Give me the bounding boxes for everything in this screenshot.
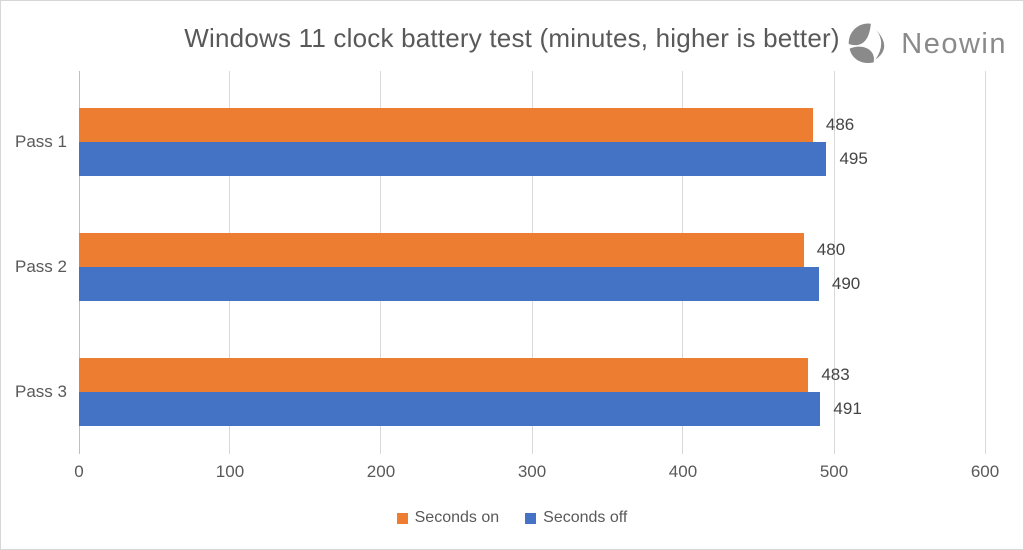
x-tick-label-0: 0 xyxy=(74,462,84,481)
y-axis-category-labels: Pass 1 Pass 2 Pass 3 xyxy=(1,71,67,454)
legend-label-seconds-on: Seconds on xyxy=(414,509,500,526)
data-label-pass-1-seconds-off: 495 xyxy=(839,149,868,168)
data-label-pass-3-seconds-on: 483 xyxy=(821,365,850,384)
bar-pass-2-seconds-off xyxy=(79,267,819,301)
data-label-pass-3-seconds-off: 491 xyxy=(833,399,862,418)
legend: Seconds on Seconds off xyxy=(1,509,1023,527)
x-tick-label-400: 400 xyxy=(668,462,698,481)
neowin-logo-icon xyxy=(849,23,885,64)
bar-pass-3-seconds-on xyxy=(79,358,809,392)
data-label-pass-2-seconds-off: 490 xyxy=(831,274,861,293)
data-label-pass-2-seconds-on: 480 xyxy=(816,240,846,259)
bar-pass-1-seconds-on xyxy=(79,108,813,142)
bar-pass-3-seconds-off xyxy=(79,392,821,426)
x-tick-label-600: 600 xyxy=(970,462,1000,481)
bar-pass-1-seconds-off xyxy=(79,142,827,176)
legend-label-seconds-off: Seconds off xyxy=(543,509,628,526)
neowin-logo-text: Neowin xyxy=(901,27,1007,60)
x-tick-label-500: 500 xyxy=(819,462,849,481)
legend-item-seconds-on: Seconds on xyxy=(396,509,500,527)
bar-pass-2-seconds-on xyxy=(79,233,804,267)
category-label-pass-3: Pass 3 xyxy=(15,382,67,401)
category-label-pass-2: Pass 2 xyxy=(15,257,67,276)
x-tick-label-100: 100 xyxy=(215,462,245,481)
plot-area: 486 495 480 490 483 491 xyxy=(78,71,986,454)
x-tick-label-200: 200 xyxy=(366,462,396,481)
x-axis-ticks: 0 100 200 300 400 500 600 xyxy=(74,462,999,482)
chart-title: Windows 11 clock battery test (minutes, … xyxy=(184,23,840,53)
category-label-pass-1: Pass 1 xyxy=(15,132,67,151)
data-label-pass-1-seconds-on: 486 xyxy=(825,115,855,134)
gridline-500 xyxy=(833,71,835,454)
legend-swatch-seconds-off xyxy=(525,512,537,524)
neowin-logo: Neowin xyxy=(844,21,1007,67)
x-tick-label-300: 300 xyxy=(517,462,547,481)
legend-swatch-seconds-on xyxy=(396,512,408,524)
gridline-600 xyxy=(984,71,986,454)
legend-item-seconds-off: Seconds off xyxy=(525,509,627,527)
